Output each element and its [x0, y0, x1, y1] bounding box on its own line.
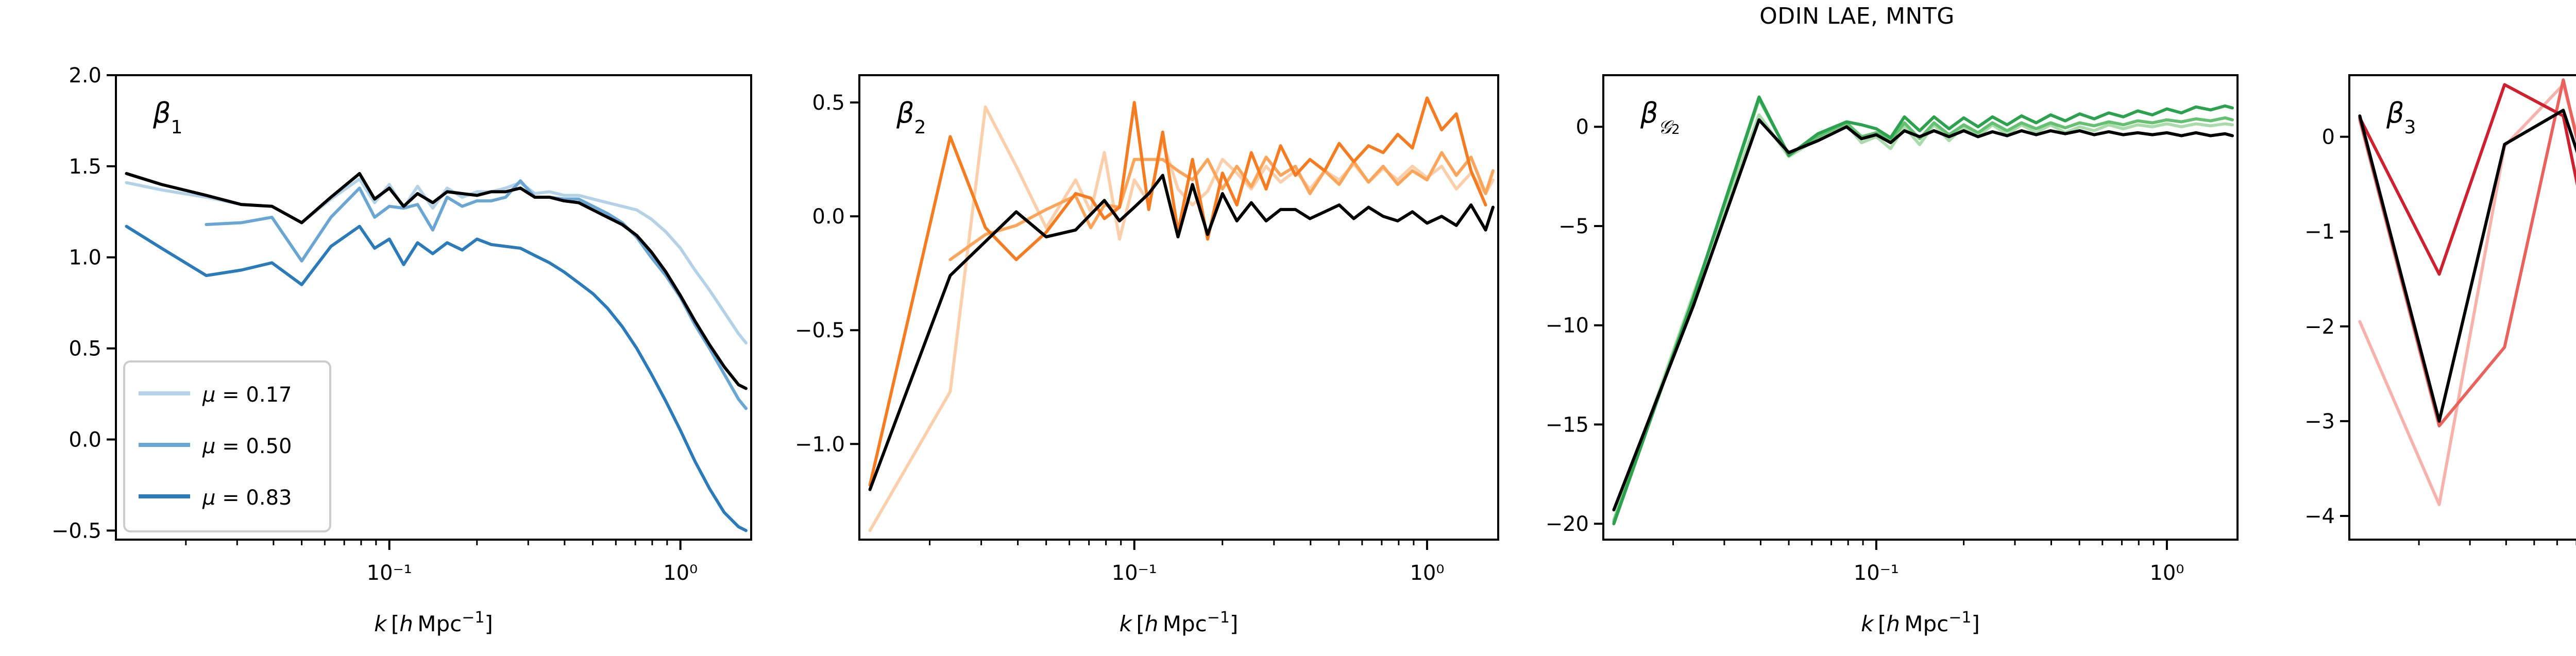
- y-ticks: −4 −3 −2 −1 0: [2304, 126, 2349, 528]
- y-tick-label: −2: [2304, 315, 2335, 339]
- series-line-mu=0.50: [2358, 78, 2576, 428]
- panel-label: β𝒢2: [1640, 97, 1680, 138]
- y-tick-label: 0.5: [69, 337, 101, 361]
- chart-2: 10⁻¹ 10⁰ −1.0 −0.5 0.0 0.5 k [h Mpc−1] β2: [795, 74, 1499, 637]
- series-group: [125, 172, 748, 532]
- y-tick-label: −4: [2304, 505, 2335, 528]
- chart-1: 10⁻¹ 10⁰ −0.5 0.0 0.5 1.0 1.5 2.0 k [h Mpc−1] β1 μ…: [52, 64, 752, 637]
- y-ticks: −1.0 −0.5 0.0 0.5: [795, 91, 859, 456]
- axes-frame: [1602, 74, 2239, 541]
- x-axis-label: k [h Mpc−1]: [374, 609, 493, 637]
- axes-frame: [858, 74, 1499, 541]
- panel-label: β2: [896, 97, 926, 138]
- series-line-mu=0.17: [868, 105, 1495, 532]
- legend-label-0: μ = 0.17: [202, 383, 292, 407]
- legend-label-2: μ = 0.83: [202, 486, 292, 510]
- y-tick-label: −5: [1558, 215, 1589, 238]
- panel-beta1: 10⁻¹ 10⁰ −0.5 0.0 0.5 1.0 1.5 2.0 k [h Mpc−1] β1 μ…: [0, 0, 773, 656]
- y-ticks: −0.5 0.0 0.5 1.0 1.5 2.0: [52, 64, 116, 543]
- figure-title: ODIN LAE, MNTG: [0, 3, 2576, 29]
- legend-label-1: μ = 0.50: [202, 435, 292, 458]
- y-tick-label: −3: [2304, 410, 2335, 434]
- y-tick-label: −10: [1546, 314, 1589, 338]
- axes-frame: [115, 74, 752, 541]
- x-major-ticks: 10⁻¹ 10⁰: [1854, 540, 2184, 585]
- series-line-black: [2358, 109, 2576, 423]
- y-tick-label: −1: [2304, 220, 2335, 244]
- axes-frame: [2348, 74, 2576, 541]
- panel-label: β3: [2386, 97, 2416, 138]
- panel-label: β1: [152, 97, 182, 138]
- x-axis-label: k [h Mpc−1]: [1120, 609, 1239, 637]
- legend: μ = 0.17 μ = 0.50 μ = 0.83: [123, 360, 331, 532]
- x-tick-label: 10⁻¹: [1112, 561, 1157, 585]
- figure-title-text: ODIN LAE, MNTG: [1759, 3, 1955, 29]
- y-tick-label: 2.0: [69, 64, 101, 88]
- panel-beta-g2: 10⁻¹ 10⁰ −20 −15 −10 −5 0 k [h Mpc−1] β𝒢2: [1494, 0, 2267, 656]
- x-tick-label: 10⁻¹: [367, 561, 412, 585]
- x-axis-label: k [h Mpc−1]: [1861, 609, 1980, 637]
- y-tick-label: 0: [1576, 115, 1589, 139]
- y-tick-label: 0.5: [812, 91, 845, 115]
- series-group: [2358, 78, 2576, 506]
- x-major-ticks: 10⁻¹ 10⁰: [367, 540, 698, 585]
- y-tick-label: 1.0: [69, 246, 101, 270]
- series-line-black: [868, 174, 1495, 491]
- x-tick-label: 10⁰: [2149, 561, 2184, 585]
- series-line-mu=0.83: [125, 225, 748, 532]
- y-tick-label: −1.0: [795, 433, 845, 456]
- series-line-black: [1612, 118, 2234, 512]
- x-tick-label: 10⁰: [663, 561, 698, 585]
- x-tick-label: 10⁰: [1410, 561, 1444, 585]
- legend-frame: [123, 360, 331, 532]
- y-tick-label: 1.5: [69, 155, 101, 179]
- x-major-ticks: 10⁻¹ 10⁰: [1112, 540, 1444, 585]
- y-tick-label: −0.5: [795, 319, 845, 342]
- series-group: [1612, 95, 2234, 526]
- y-ticks: −20 −15 −10 −5 0: [1546, 115, 1603, 536]
- series-line-mu=0.17: [1612, 113, 2234, 522]
- y-tick-label: −20: [1546, 512, 1589, 536]
- panel-beta2: 10⁻¹ 10⁰ −1.0 −0.5 0.0 0.5 k [h Mpc−1] β2: [747, 0, 1520, 656]
- y-tick-label: 0.0: [812, 205, 845, 229]
- y-tick-label: −15: [1546, 413, 1589, 437]
- y-tick-label: −0.5: [52, 519, 101, 543]
- chart-3: 10⁻¹ 10⁰ −20 −15 −10 −5 0 k [h Mpc−1] β𝒢2: [1546, 74, 2239, 637]
- series-group: [868, 96, 1495, 532]
- y-tick-label: 0: [2322, 126, 2335, 149]
- series-line-mu=0.83: [868, 96, 1487, 487]
- y-tick-label: 0.0: [69, 428, 101, 452]
- series-line-mu=0.83: [1612, 95, 2234, 526]
- series-line-black: [125, 172, 748, 390]
- x-tick-label: 10⁻¹: [1854, 561, 1899, 585]
- series-line-mu=0.50: [1612, 97, 2234, 524]
